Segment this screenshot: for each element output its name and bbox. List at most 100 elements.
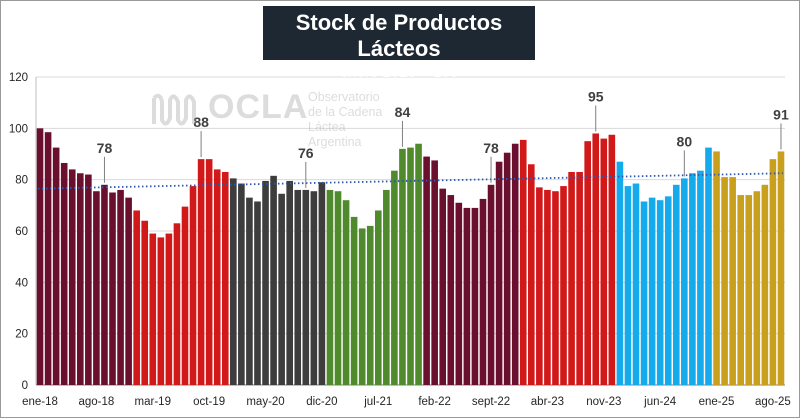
y-tick-label: 40 [15,277,28,289]
x-tick-label: jul-21 [363,396,392,408]
bar [334,191,342,385]
bar [181,206,189,385]
bar [326,189,334,385]
bar [471,207,479,385]
bar [753,191,761,385]
bar [415,143,422,385]
y-tick-label: 120 [9,72,28,84]
bar [36,128,44,386]
bar [407,147,414,385]
bar [109,192,116,385]
bar [262,180,269,385]
bar [745,195,753,385]
x-tick-label: mar-19 [135,396,171,408]
bar [632,183,640,385]
bar [93,191,100,385]
bar [656,200,664,385]
bar [777,151,785,385]
x-tick-label: oct-19 [193,396,225,408]
bar [600,138,608,385]
bar [85,174,92,385]
bar [246,197,253,385]
bar [519,139,527,385]
bar [552,191,559,385]
chart-title-box: Stock de Productos Lácteos - enero 2018 … [263,6,535,81]
bar [197,159,205,385]
annotations-layer: 78 88 76 84 78 95 80 91 [97,88,789,188]
trendline [37,172,784,190]
bar [681,178,688,385]
bar [213,169,221,385]
bar [608,134,616,385]
bar [358,228,366,385]
annotation-label: 78 [483,140,499,156]
bar [149,233,157,385]
bar [189,186,197,385]
bars-layer [36,128,785,386]
x-tick-label: ago-18 [78,396,114,408]
bar [487,184,495,385]
bar [705,147,712,385]
x-tick-label: ene-25 [699,396,735,408]
bar [648,197,656,385]
bar [503,152,511,385]
bar [568,171,575,385]
bar [511,143,519,385]
bar [616,161,624,385]
bar [495,161,503,385]
bar [769,159,777,385]
annotation-label: 84 [395,104,411,120]
bar [479,198,487,385]
y-tick-label: 60 [15,226,28,238]
bar [624,186,632,385]
x-tick-label: dic-20 [306,396,337,408]
bar [230,178,237,385]
bar [463,207,471,385]
bar [439,188,447,385]
bar [664,196,672,385]
bar [141,220,149,385]
bar [117,189,124,385]
x-tick-label: nov-23 [586,396,621,408]
bar [423,156,430,385]
bar [528,164,535,385]
bar [60,162,68,385]
y-tick-label: 80 [15,175,28,187]
x-tick-label: ago-25 [755,396,791,408]
bar [165,233,173,385]
x-tick-label: ene-18 [22,396,58,408]
bar [431,160,438,385]
annotation-label: 80 [677,133,693,149]
x-tick-label: sept-22 [472,396,510,408]
bar [286,180,293,385]
bar [157,237,165,385]
bar [44,132,52,385]
bar [713,151,720,385]
annotation-label: 88 [193,114,209,130]
annotation-label: 91 [773,106,789,122]
bar [318,182,326,385]
bar [729,177,736,385]
y-axis: 0 20 40 60 80 100 120 [9,72,28,392]
bar [584,141,591,385]
bar [76,173,84,385]
bar [133,210,140,385]
annotation-label: 95 [588,88,604,104]
bar [52,147,60,385]
x-tick-label: abr-23 [531,396,564,408]
bar [447,195,455,385]
bar [399,148,406,385]
bar [270,175,277,385]
trend-layer [37,172,784,190]
bar [536,187,543,385]
annotation-label: 78 [97,140,113,156]
bar [672,184,680,385]
bar [294,189,302,385]
bar [125,197,132,385]
bar [254,201,261,385]
bar [455,202,463,385]
bar [592,133,600,385]
bar [278,193,285,385]
bar [302,189,310,385]
